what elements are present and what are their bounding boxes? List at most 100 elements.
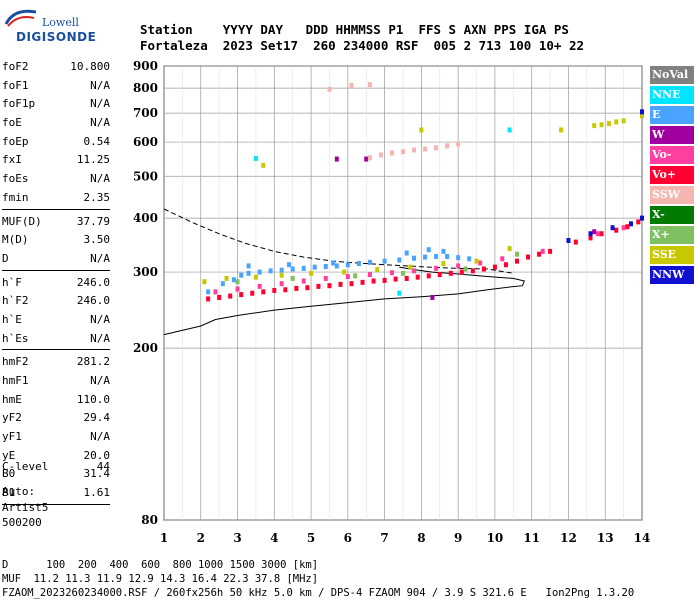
param-value: 29.4	[83, 411, 111, 425]
y-tick-label: 700	[133, 106, 158, 120]
param-name: hmF1	[2, 374, 29, 387]
echo-point	[441, 248, 446, 254]
echo-point	[287, 262, 292, 268]
param-row: h`E N/A	[2, 311, 110, 330]
echo-point	[349, 82, 354, 88]
echo-point	[279, 267, 284, 273]
param-name: yF1	[2, 430, 22, 444]
echo-point	[588, 231, 593, 237]
footer-muf: MUF 11.2 11.3 11.9 12.9 14.3 16.4 22.3 3…	[2, 573, 319, 585]
param-row: B1 1.61	[2, 484, 110, 503]
param-value: N/A	[90, 430, 110, 444]
param-row: D N/A	[2, 250, 110, 269]
param-name: foEp	[2, 134, 29, 148]
echo-point	[588, 235, 593, 241]
echo-point	[540, 248, 545, 254]
echo-point	[599, 231, 604, 237]
param-value: 246.0	[76, 294, 110, 308]
echo-point	[290, 275, 295, 281]
echo-point	[342, 269, 347, 275]
echo-point	[566, 237, 571, 243]
x-tick-label: 4	[270, 531, 278, 545]
param-value: 246.0	[76, 275, 110, 289]
echo-point	[202, 279, 207, 285]
echo-point	[404, 250, 409, 256]
param-value: 10.800	[70, 60, 110, 73]
echo-point	[253, 155, 258, 161]
y-tick-label: 300	[133, 265, 158, 279]
echo-point	[338, 281, 343, 287]
param-name: hmF2	[2, 355, 29, 369]
echo-point	[537, 251, 542, 257]
echo-point	[323, 275, 328, 281]
dashed-profile-curve	[163, 208, 514, 274]
auto-version: 500200	[2, 516, 42, 529]
echo-point	[257, 269, 262, 275]
param-value: N/A	[90, 331, 110, 345]
x-tick-label: 8	[417, 531, 425, 545]
echo-point	[514, 251, 519, 257]
echo-point	[367, 272, 372, 278]
legend-item: NoVal	[650, 66, 694, 84]
echo-point	[445, 143, 450, 149]
param-row: fmin 2.35	[2, 189, 110, 208]
param-row: MUF(D) 37.79	[2, 213, 110, 232]
param-name: B0	[2, 467, 16, 481]
param-group: foF2 10.800 foF1 N/A foF1p N/A foE N/A foEp 0.54 f…	[2, 58, 110, 210]
param-name: yE	[2, 448, 16, 462]
param-group: hmF2 281.2 hmF1 N/A hmE 110.0 yF2 29.4 yF1 N/A yE 2…	[2, 353, 110, 505]
echo-point	[412, 255, 417, 261]
y-tick-label: 900	[133, 59, 158, 73]
x-tick-label: 9	[454, 531, 462, 545]
echo-point	[559, 127, 564, 133]
echo-point	[261, 162, 266, 168]
echo-point	[334, 263, 339, 269]
logo-swoosh-icon	[4, 9, 37, 27]
param-name: M(D)	[2, 233, 29, 247]
station-header: Station YYYY DAY DDD HHMMSS P1 FFS S AXN…	[140, 22, 584, 54]
echo-point	[408, 264, 413, 270]
echo-point	[426, 247, 431, 253]
y-tick-label: 800	[133, 81, 158, 95]
echo-point	[507, 127, 512, 133]
echo-point	[592, 123, 597, 129]
echo-point	[478, 260, 483, 266]
echo-point	[345, 274, 350, 280]
x-tick-label: 6	[344, 531, 352, 545]
param-value: 11.25	[76, 153, 110, 167]
echo-point	[459, 269, 464, 275]
echo-point	[621, 225, 626, 231]
echo-point	[434, 253, 439, 259]
y-tick-label: 600	[133, 135, 158, 149]
param-value: N/A	[90, 97, 110, 111]
param-row: h`Es N/A	[2, 330, 110, 349]
echo-point	[239, 272, 244, 278]
legend-item: Vo-	[650, 146, 694, 164]
echo-point	[595, 231, 600, 237]
echo-point	[305, 285, 310, 291]
echo-point	[434, 145, 439, 151]
y-tick-label: 500	[133, 169, 158, 183]
echo-point	[430, 294, 435, 300]
echo-point	[514, 258, 519, 264]
echo-point	[640, 113, 644, 119]
echo-point	[467, 256, 472, 262]
x-tick-label: 12	[560, 531, 577, 545]
param-row: yF1 N/A	[2, 428, 110, 447]
param-name: foE	[2, 116, 22, 130]
param-name: D	[2, 251, 9, 265]
echo-point	[401, 149, 405, 155]
echo-point	[415, 274, 420, 280]
echo-point	[625, 224, 630, 230]
footer-file-info: FZAOM_2023260234000.RSF / 260fx256h 50 k…	[2, 587, 635, 599]
header-labels: Station YYYY DAY DDD HHMMSS P1 FFS S AXN…	[140, 22, 569, 37]
legend-item: SSW	[650, 186, 694, 204]
param-name: foF1p	[2, 97, 36, 111]
echo-point	[640, 215, 644, 221]
autoscaling-info: Auto: Artist5 500200	[2, 484, 48, 531]
x-tick-label: 1	[160, 531, 168, 545]
param-name: h`F	[2, 275, 22, 289]
echo-point	[253, 274, 258, 280]
echo-point	[327, 283, 332, 289]
